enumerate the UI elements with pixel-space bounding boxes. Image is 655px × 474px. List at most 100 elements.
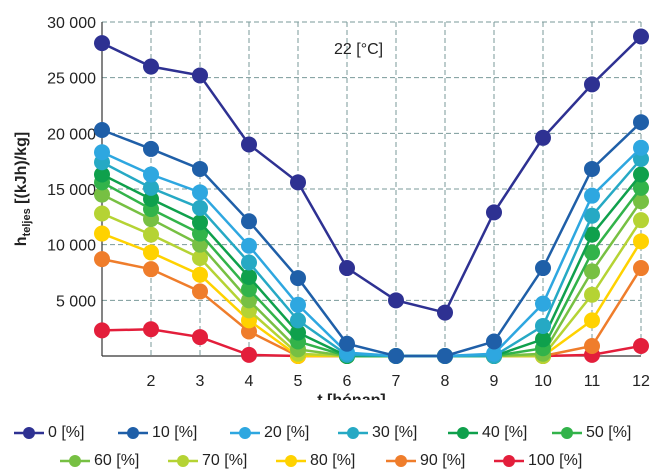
x-tick-label: 8	[441, 373, 450, 390]
legend-label: 20 [%]	[264, 424, 310, 441]
data-point	[94, 144, 110, 161]
data-point	[143, 166, 159, 183]
legend-marker	[276, 455, 306, 467]
legend-item: 90 [%]	[386, 450, 465, 472]
data-point	[633, 233, 649, 250]
data-point	[94, 35, 110, 52]
data-point	[192, 329, 208, 346]
series-group	[94, 28, 649, 364]
data-point	[437, 348, 453, 364]
data-point	[339, 260, 355, 277]
legend-item: 20 [%]	[230, 422, 309, 444]
legend-item: 100 [%]	[494, 450, 582, 472]
data-point	[192, 199, 208, 216]
chart-svg: 5 000 10 000 15 000 20 000 25 000 30 000 2 3 4 5 6…	[13, 15, 650, 400]
data-point	[584, 337, 600, 354]
data-point	[437, 304, 453, 321]
data-point	[584, 312, 600, 329]
data-point	[192, 250, 208, 267]
y-tick-label: 30 000	[47, 15, 96, 32]
legend-item: 80 [%]	[276, 450, 355, 472]
data-point	[584, 263, 600, 280]
data-point	[290, 270, 306, 287]
x-tick-label: 12	[632, 373, 650, 390]
data-point	[241, 237, 257, 254]
data-point	[535, 295, 551, 312]
data-point	[143, 226, 159, 243]
data-point	[633, 337, 649, 354]
data-point	[241, 254, 257, 271]
data-point	[192, 225, 208, 242]
data-point	[192, 236, 208, 253]
legend-row-2: 60 [%] 70 [%] 80 [%] 90 [%] 100 [%]	[0, 450, 655, 474]
data-point	[94, 205, 110, 222]
legend-label: 10 [%]	[152, 424, 198, 441]
series-line	[101, 35, 642, 315]
y-tick-label: 10 000	[47, 238, 96, 255]
legend-label: 70 [%]	[202, 452, 248, 469]
legend-marker	[494, 455, 524, 467]
data-point	[633, 150, 649, 167]
series	[94, 28, 649, 321]
x-tick-label: 3	[196, 373, 205, 390]
y-tick-label: 5 000	[56, 293, 96, 310]
legend-item: 50 [%]	[552, 422, 631, 444]
legend-item: 60 [%]	[60, 450, 139, 472]
data-point	[290, 296, 306, 313]
legend-marker	[552, 427, 582, 439]
x-axis-label: t [hónap]	[317, 392, 385, 400]
data-point	[94, 251, 110, 268]
legend-item: 10 [%]	[118, 422, 197, 444]
x-tick-label: 11	[584, 373, 601, 390]
data-point	[486, 345, 502, 362]
data-point	[192, 283, 208, 300]
data-point	[241, 213, 257, 230]
data-point	[290, 312, 306, 329]
data-point	[290, 324, 306, 341]
data-point	[94, 121, 110, 138]
y-tick-label: 20 000	[47, 126, 96, 143]
data-point	[192, 214, 208, 231]
legend-marker	[60, 455, 90, 467]
y-tick-label: 15 000	[47, 182, 96, 199]
data-point	[192, 184, 208, 201]
legend-item: 0 [%]	[14, 422, 84, 444]
series-line	[101, 146, 642, 358]
data-point	[584, 160, 600, 177]
data-point	[290, 174, 306, 191]
x-tick-label: 4	[245, 373, 254, 390]
data-point	[633, 139, 649, 156]
data-point	[143, 140, 159, 157]
legend-label: 80 [%]	[310, 452, 356, 469]
y-axis-label: hteljes [(kJh)/kg]	[13, 132, 33, 246]
data-point	[143, 261, 159, 278]
data-point	[143, 58, 159, 75]
temperature-annotation: 22 [°C]	[334, 41, 383, 58]
data-point	[584, 226, 600, 243]
legend-marker	[386, 455, 416, 467]
data-point	[192, 67, 208, 84]
data-point	[192, 160, 208, 177]
data-point	[633, 114, 649, 131]
data-point	[584, 76, 600, 93]
data-point	[143, 179, 159, 196]
legend-row-1: 0 [%] 10 [%] 20 [%] 30 [%] 40 [%] 50 [%]	[0, 422, 655, 446]
series-line	[101, 121, 642, 358]
legend-label: 30 [%]	[372, 424, 418, 441]
data-point	[339, 335, 355, 352]
data-point	[94, 225, 110, 242]
data-point	[633, 260, 649, 277]
legend-marker	[230, 427, 260, 439]
x-tick-label: 2	[147, 373, 156, 390]
data-point	[633, 166, 649, 183]
data-point	[388, 348, 404, 364]
data-point	[241, 136, 257, 153]
legend-marker	[118, 427, 148, 439]
x-tick-label: 9	[490, 373, 499, 390]
legend-marker	[168, 455, 198, 467]
x-tick-label: 6	[343, 373, 352, 390]
data-point	[584, 286, 600, 303]
data-point	[241, 346, 257, 363]
data-point	[388, 292, 404, 309]
legend-label: 40 [%]	[482, 424, 528, 441]
